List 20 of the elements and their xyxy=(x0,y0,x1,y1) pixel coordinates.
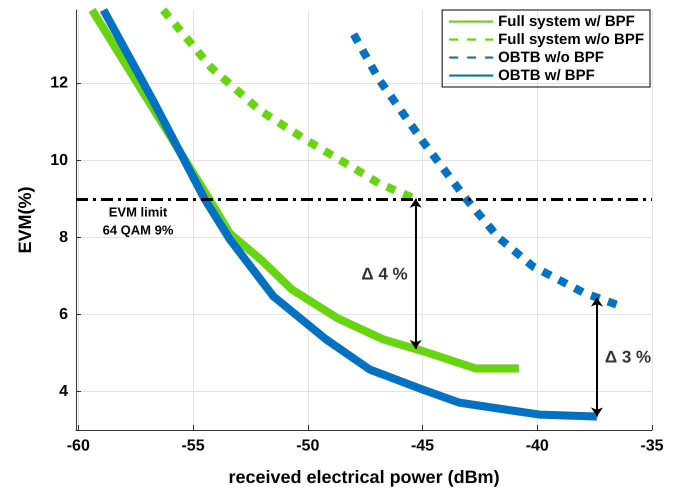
y-axis-title: EVM(%) xyxy=(15,186,35,254)
x-tick-label: -50 xyxy=(296,438,320,454)
x-tick-label: -55 xyxy=(181,438,205,454)
y-tick-label: 12 xyxy=(50,74,68,92)
legend-label: OBTB w/o BPF xyxy=(498,49,604,66)
y-tick-label: 10 xyxy=(50,152,68,169)
ref-line-label: EVM limit 64 QAM 9% xyxy=(102,204,174,238)
y-tick-label: 6 xyxy=(59,306,68,323)
y-tick-label: 8 xyxy=(59,228,68,246)
legend-label: OBTB w/ BPF xyxy=(498,67,595,84)
annotation: Δ 3 % xyxy=(604,347,652,366)
x-axis-title: received electrical power (dBm) xyxy=(228,467,500,487)
legend-label: Full system w/ BPF xyxy=(498,13,635,30)
legend-label: Full system w/o BPF xyxy=(498,31,644,48)
x-tick-label: -45 xyxy=(410,438,434,454)
x-tick-label: -40 xyxy=(526,438,549,454)
y-tick-label: 4 xyxy=(59,382,68,400)
annotation: Δ 4 % xyxy=(361,264,408,284)
x-tick-label: -35 xyxy=(640,438,664,454)
x-tick-label: -60 xyxy=(66,438,90,454)
